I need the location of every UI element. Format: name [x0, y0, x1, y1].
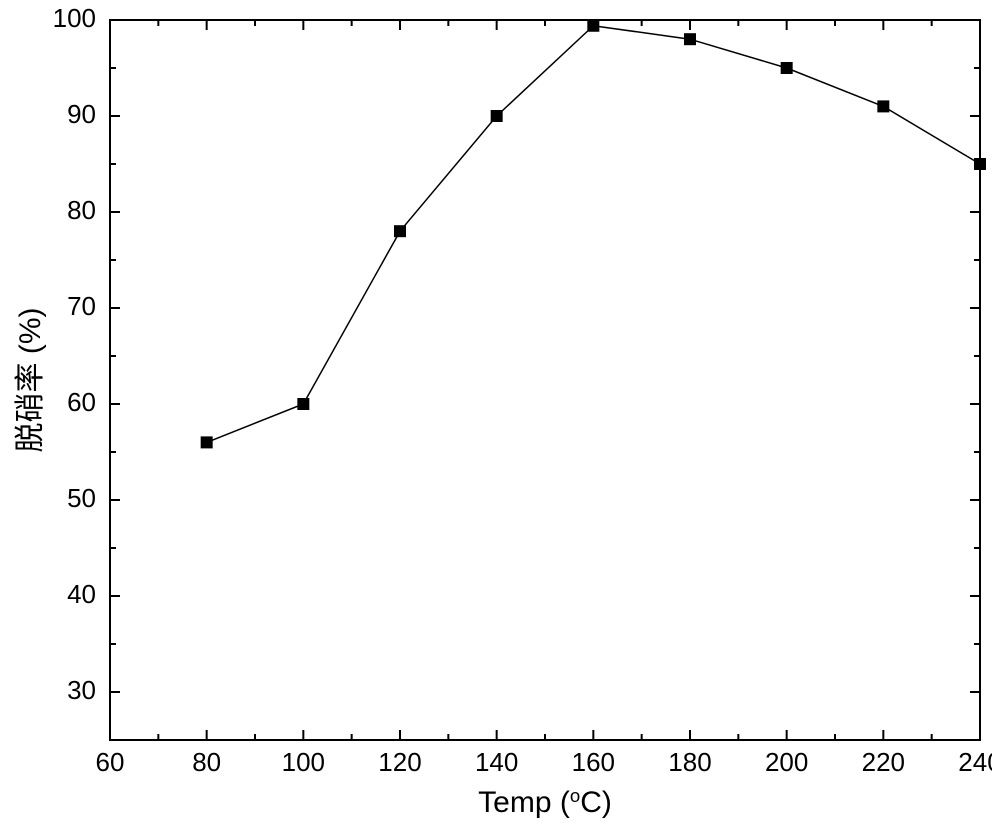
y-tick-label: 30	[67, 675, 96, 705]
y-tick-label: 100	[53, 3, 96, 33]
x-tick-label: 200	[765, 747, 808, 777]
x-tick-label: 140	[475, 747, 518, 777]
y-tick-label: 40	[67, 579, 96, 609]
chart-background	[0, 0, 992, 833]
x-tick-label: 100	[282, 747, 325, 777]
y-axis-label: 脱硝率 (%)	[14, 308, 47, 453]
series-marker-denitration-rate	[201, 437, 212, 448]
series-marker-denitration-rate	[975, 159, 986, 170]
y-tick-label: 80	[67, 195, 96, 225]
x-tick-label: 180	[668, 747, 711, 777]
series-marker-denitration-rate	[588, 20, 599, 31]
chart-svg: 60 80 100 120 140 160 180 200 220 240 30 40 50 60 70 80…	[0, 0, 992, 833]
series-marker-denitration-rate	[395, 226, 406, 237]
series-marker-denitration-rate	[685, 34, 696, 45]
y-tick-label: 90	[67, 99, 96, 129]
series-marker-denitration-rate	[491, 111, 502, 122]
y-tick-label: 50	[67, 483, 96, 513]
y-tick-label: 70	[67, 291, 96, 321]
series-marker-denitration-rate	[878, 101, 889, 112]
series-marker-denitration-rate	[781, 63, 792, 74]
chart-container: 60 80 100 120 140 160 180 200 220 240 30 40 50 60 70 80…	[0, 0, 992, 833]
x-tick-label: 240	[958, 747, 992, 777]
x-tick-label: 160	[572, 747, 615, 777]
x-axis-label: Temp (oC)	[478, 785, 612, 819]
x-tick-label: 60	[96, 747, 125, 777]
series-marker-denitration-rate	[298, 399, 309, 410]
x-tick-label: 80	[192, 747, 221, 777]
x-tick-label: 120	[378, 747, 421, 777]
x-tick-label: 220	[862, 747, 905, 777]
y-tick-label: 60	[67, 387, 96, 417]
